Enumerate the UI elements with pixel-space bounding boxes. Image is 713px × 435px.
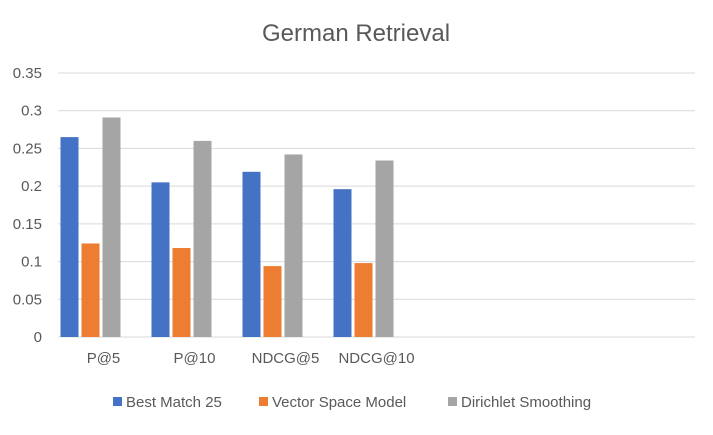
legend-swatch bbox=[448, 397, 457, 406]
y-tick-label: 0.2 bbox=[21, 178, 42, 195]
bar-best-match-25-p@5 bbox=[60, 137, 79, 337]
bar-vector-space-model-ndcg@5 bbox=[263, 266, 282, 337]
y-tick-label: 0.35 bbox=[13, 65, 42, 82]
x-tick-label: NDCG@10 bbox=[338, 350, 414, 367]
y-tick-label: 0.15 bbox=[13, 216, 42, 233]
legend: Best Match 25 Vector Space Model Dirichlet… bbox=[113, 394, 591, 411]
y-tick-label: 0.3 bbox=[21, 103, 42, 120]
x-axis-labels: P@5 P@10 NDCG@5 NDCG@10 bbox=[87, 350, 415, 367]
legend-swatch bbox=[113, 397, 122, 406]
y-tick-label: 0.05 bbox=[13, 291, 42, 308]
bar-dirichlet-smoothing-ndcg@5 bbox=[284, 154, 303, 337]
bar-dirichlet-smoothing-p@10 bbox=[193, 140, 212, 337]
legend-label: Dirichlet Smoothing bbox=[461, 394, 591, 411]
legend-swatch bbox=[259, 397, 268, 406]
bar-best-match-25-ndcg@5 bbox=[242, 171, 261, 337]
bar-dirichlet-smoothing-ndcg@10 bbox=[375, 160, 394, 337]
bar-dirichlet-smoothing-p@5 bbox=[102, 117, 121, 337]
bar-best-match-25-p@10 bbox=[151, 182, 170, 337]
x-tick-label: P@10 bbox=[174, 350, 216, 367]
y-tick-label: 0.1 bbox=[21, 254, 42, 271]
bar-vector-space-model-ndcg@10 bbox=[354, 263, 373, 337]
y-tick-label: 0 bbox=[34, 329, 42, 346]
bar-vector-space-model-p@5 bbox=[81, 243, 100, 337]
bars bbox=[60, 117, 394, 337]
y-axis-labels: 0 0.05 0.1 0.15 0.2 0.25 0.3 0.35 bbox=[13, 65, 42, 346]
legend-label: Best Match 25 bbox=[126, 394, 222, 411]
bar-vector-space-model-p@10 bbox=[172, 247, 191, 337]
x-tick-label: P@5 bbox=[87, 350, 121, 367]
x-tick-label: NDCG@5 bbox=[252, 350, 320, 367]
legend-label: Vector Space Model bbox=[272, 394, 406, 411]
bar-best-match-25-ndcg@10 bbox=[333, 189, 352, 337]
chart-title: German Retrieval bbox=[262, 20, 450, 47]
y-tick-label: 0.25 bbox=[13, 140, 42, 157]
